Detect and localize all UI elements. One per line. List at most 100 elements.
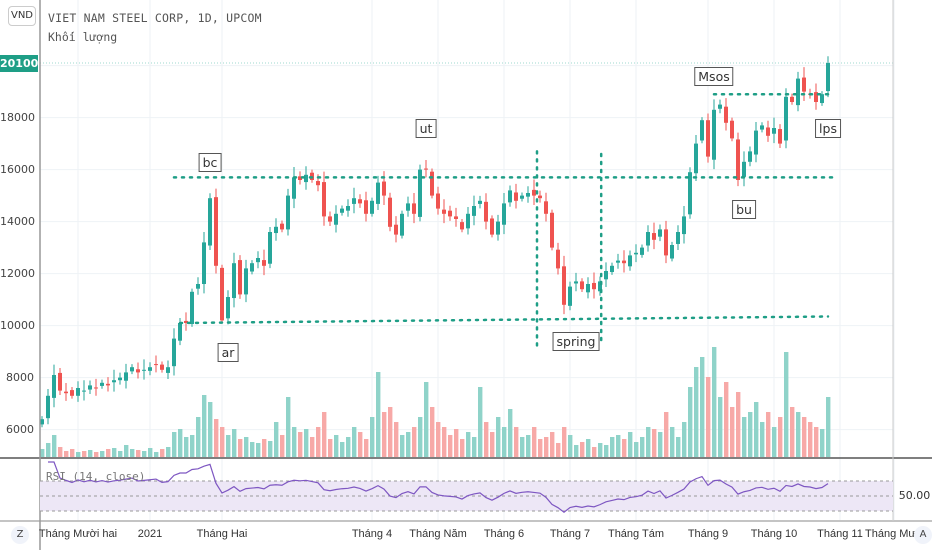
candle-body: [154, 364, 158, 366]
volume-bar: [574, 445, 579, 457]
volume-bar: [682, 422, 687, 457]
volume-bar: [364, 439, 369, 457]
annotation-label-bu[interactable]: bu: [732, 199, 756, 219]
volume-bar: [748, 412, 753, 457]
candle-body: [694, 143, 698, 174]
candle-body: [544, 201, 548, 214]
candle-body: [586, 284, 590, 293]
candle-body: [556, 249, 560, 269]
volume-bar: [514, 427, 519, 457]
volume-bar: [244, 437, 249, 457]
price-tick-label: 6000: [6, 422, 34, 436]
candle-body: [340, 208, 344, 213]
candle-body: [712, 109, 716, 160]
volume-bar: [106, 449, 111, 457]
volume-bar: [778, 417, 783, 457]
annotation-label-ar[interactable]: ar: [217, 342, 239, 362]
volume-bar: [208, 402, 213, 457]
candle-body: [718, 104, 722, 109]
candle-body: [184, 320, 188, 323]
volume-bar: [250, 442, 255, 457]
volume-bar: [424, 382, 429, 457]
price-tick-label: 12000: [0, 266, 35, 280]
volume-bar: [634, 442, 639, 457]
volume-bar: [328, 439, 333, 457]
candle-body: [376, 182, 380, 204]
annotation-label-spring[interactable]: spring: [552, 332, 600, 352]
candle-body: [112, 380, 116, 383]
volume-bar: [772, 427, 777, 457]
annotation-label-bc[interactable]: bc: [198, 152, 222, 172]
volume-bar: [100, 451, 105, 457]
candle-body: [226, 297, 230, 319]
candle-body: [664, 229, 668, 256]
candle-body: [64, 391, 68, 394]
volume-bar: [502, 427, 507, 457]
candle-body: [124, 372, 128, 381]
volume-bar: [646, 427, 651, 457]
candle-body: [220, 267, 224, 321]
candle-body: [406, 203, 410, 211]
volume-bar: [82, 451, 87, 457]
volume-bar: [346, 437, 351, 457]
candle-body: [442, 209, 446, 214]
auto-scale-button[interactable]: A: [914, 526, 932, 544]
volume-bar: [664, 412, 669, 457]
currency-button[interactable]: VND: [8, 6, 36, 26]
candle-body: [274, 226, 278, 234]
annotation-label-ut[interactable]: ut: [415, 119, 437, 138]
volume-bar: [358, 432, 363, 457]
volume-bar: [484, 422, 489, 457]
candle-body: [484, 201, 488, 222]
candle-body: [622, 260, 626, 264]
volume-bar: [94, 452, 99, 457]
time-tick-label: Tháng 4: [351, 528, 393, 540]
price-tick-label: 18000: [0, 110, 35, 124]
candle-body: [118, 377, 122, 381]
candle-body: [202, 242, 206, 284]
candle-body: [538, 195, 542, 199]
volume-bar: [598, 443, 603, 457]
time-tick-label: Tháng Mười hai: [38, 528, 118, 540]
volume-bar: [688, 387, 693, 457]
candle-body: [76, 388, 80, 396]
volume-bar: [700, 357, 705, 457]
volume-bar: [496, 417, 501, 457]
volume-bar: [238, 439, 243, 457]
price-tick-label: 14000: [0, 214, 35, 228]
volume-bar: [442, 427, 447, 457]
volume-bar: [220, 427, 225, 457]
candle-body: [802, 77, 806, 92]
volume-bar: [466, 432, 471, 457]
candle-body: [388, 197, 392, 227]
candle-body: [130, 367, 134, 372]
candle-body: [502, 203, 506, 225]
candle-body: [358, 199, 362, 204]
candle-body: [628, 255, 632, 267]
price-tick-label: 8000: [6, 370, 34, 384]
volume-bar: [46, 443, 51, 457]
volume-bar: [586, 439, 591, 457]
timezone-button[interactable]: Z: [11, 526, 29, 544]
volume-bar: [454, 429, 459, 457]
volume-bar: [262, 439, 267, 457]
volume-bar: [652, 429, 657, 457]
candle-body: [58, 372, 62, 391]
volume-bar: [706, 377, 711, 457]
volume-bar: [826, 397, 831, 457]
time-tick-label: Tháng Năm: [409, 528, 467, 540]
volume-bar: [316, 427, 321, 457]
candle-body: [40, 419, 44, 425]
volume-bar: [592, 447, 597, 457]
volume-bar: [526, 435, 531, 457]
volume-bar: [814, 427, 819, 457]
annotation-label-msos[interactable]: Msos: [694, 67, 734, 86]
candle-body: [208, 198, 212, 246]
volume-bar: [730, 407, 735, 457]
candle-body: [454, 216, 458, 219]
candle-body: [250, 263, 254, 272]
annotation-label-lps[interactable]: lps: [815, 119, 841, 138]
candle-body: [316, 181, 320, 186]
volume-bar: [406, 432, 411, 457]
